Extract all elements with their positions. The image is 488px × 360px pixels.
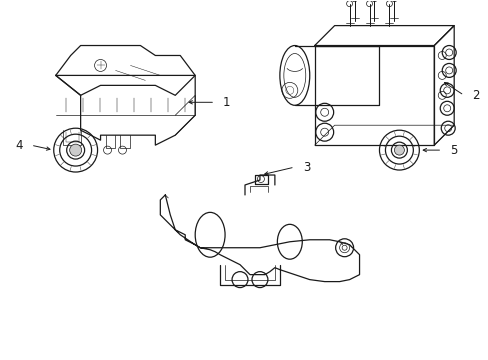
Text: 5: 5 (449, 144, 457, 157)
Text: 4: 4 (15, 139, 23, 152)
Text: 3: 3 (302, 161, 309, 174)
Circle shape (69, 144, 81, 156)
Text: 1: 1 (223, 96, 230, 109)
Circle shape (394, 145, 404, 155)
Text: 2: 2 (471, 89, 479, 102)
